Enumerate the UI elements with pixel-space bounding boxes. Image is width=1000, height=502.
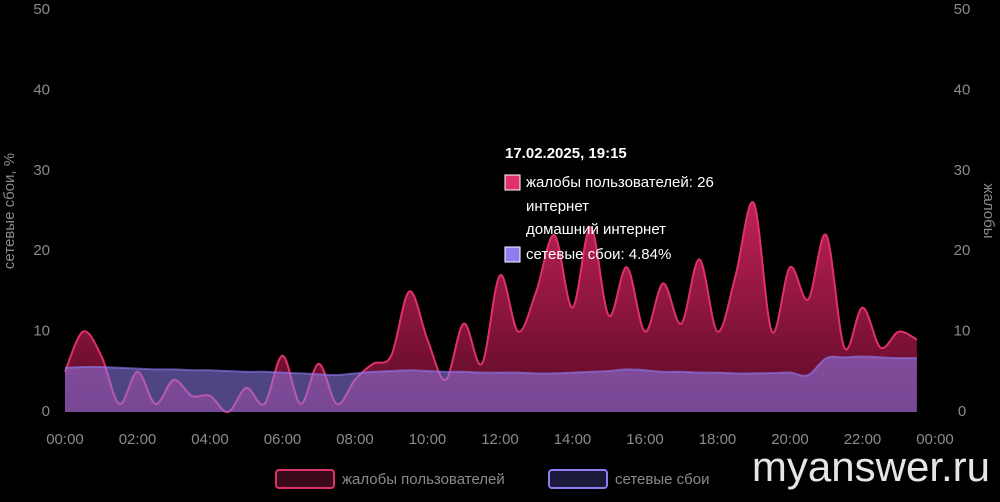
- tooltip: 17.02.2025, 19:15 жалобы пользователей: …: [504, 145, 714, 263]
- y-tick-label: 10: [33, 323, 50, 340]
- area-fill: [65, 201, 917, 413]
- tooltip-swatch: [504, 174, 521, 191]
- y-tick-label: 50: [33, 1, 50, 18]
- y-tick-label: 40: [33, 81, 50, 98]
- x-tick-label: 06:00: [264, 431, 302, 448]
- y2-tick-label: 50: [954, 1, 971, 18]
- legend[interactable]: жалобы пользователей сетевые сбои: [275, 469, 709, 489]
- tooltip-line: сетевые сбои: 4.84%: [526, 246, 671, 263]
- x-tick-label: 22:00: [844, 431, 882, 448]
- y-tick-label: 30: [33, 162, 50, 179]
- tooltip-swatch: [504, 246, 521, 263]
- legend-swatch[interactable]: [548, 469, 608, 489]
- tooltip-line: интернет: [526, 198, 589, 215]
- x-tick-label: 08:00: [336, 431, 374, 448]
- x-tick-label: 02:00: [119, 431, 157, 448]
- x-tick-label: 20:00: [771, 431, 809, 448]
- watermark: myanswer.ru: [752, 443, 990, 490]
- legend-label[interactable]: жалобы пользователей: [342, 471, 505, 488]
- y2-tick-label: 40: [954, 81, 971, 98]
- x-tick-label: 16:00: [626, 431, 664, 448]
- y2-tick-label: 30: [954, 162, 971, 179]
- tooltip-title: 17.02.2025, 19:15: [505, 145, 627, 162]
- legend-swatch[interactable]: [275, 469, 335, 489]
- y-axis-title: сетевые сбои, %: [1, 153, 18, 269]
- y2-axis-title: жалобы: [980, 183, 997, 238]
- y-tick-label: 20: [33, 242, 50, 259]
- x-tick-label: 10:00: [409, 431, 447, 448]
- legend-label[interactable]: сетевые сбои: [615, 471, 709, 488]
- plot: 0 10 20 30 40 50 0 10 20 30 40 50 00:00 02:00 04:00 06:…: [33, 1, 970, 448]
- x-tick-label: 00:00: [46, 431, 84, 448]
- y2-tick-label: 0: [958, 403, 966, 420]
- x-tick-label: 12:00: [481, 431, 519, 448]
- x-tick-label: 04:00: [191, 431, 229, 448]
- x-tick-label: 00:00: [916, 431, 954, 448]
- y2-tick-label: 20: [954, 242, 971, 259]
- tooltip-line: жалобы пользователей: 26: [526, 174, 714, 191]
- series-line: [64, 355, 917, 377]
- y-tick-label: 0: [42, 403, 50, 420]
- y2-tick-label: 10: [954, 323, 971, 340]
- area-fill: [65, 356, 917, 412]
- x-tick-label: 18:00: [699, 431, 737, 448]
- tooltip-line: домашний интернет: [526, 221, 666, 238]
- x-tick-label: 14:00: [554, 431, 592, 448]
